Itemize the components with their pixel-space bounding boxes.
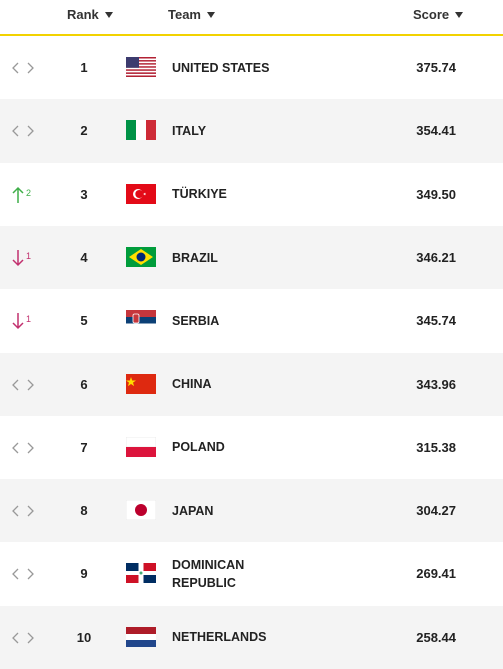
flag (126, 436, 156, 457)
score-header[interactable]: Score (413, 7, 464, 22)
sort-icon (104, 11, 113, 18)
rank-change: 1 (26, 250, 32, 261)
score: 258.44 (416, 629, 456, 645)
table-row: 8 JAPAN 304.27 (0, 479, 503, 543)
rank: 4 (80, 249, 88, 265)
score: 375.74 (416, 60, 456, 75)
movement-icon (12, 568, 34, 580)
movement-indicator (12, 58, 42, 78)
flag (126, 183, 156, 204)
score-header-label: Score (413, 7, 450, 22)
sort-icon (207, 11, 215, 18)
rank: 2 (80, 123, 88, 139)
table-row: 6 CHINA 343.96 (0, 352, 503, 416)
rank: 6 (80, 376, 88, 392)
score: 269.41 (416, 566, 456, 582)
team-name: DOMINICAN REPUBLIC (172, 558, 245, 591)
team-name: POLAND (172, 440, 225, 455)
table-row: 1 4 BRAZIL 346.21 (0, 225, 503, 290)
rank-header-label: Rank (67, 7, 99, 22)
movement-icon (12, 632, 34, 644)
team-name: BRAZIL (172, 250, 218, 265)
movement-icon (12, 379, 34, 390)
rank-header[interactable]: Rank (67, 7, 113, 22)
score: 343.96 (416, 376, 456, 392)
flag (126, 246, 156, 267)
movement-icon (12, 442, 34, 454)
team-name: NETHERLANDS (172, 630, 267, 645)
flag (126, 57, 156, 77)
movement-icon (12, 249, 24, 266)
team-name: ITALY (172, 123, 207, 138)
score: 304.27 (416, 503, 456, 519)
sort-icon (455, 11, 464, 18)
flag (126, 626, 156, 647)
movement-indicator (12, 375, 42, 395)
movement-icon (12, 186, 24, 203)
movement-indicator (12, 121, 42, 141)
team-name: TÜRKIYE (172, 187, 227, 202)
score: 346.21 (416, 249, 456, 265)
movement-icon (12, 62, 34, 74)
flag (126, 310, 156, 331)
score: 349.50 (416, 186, 456, 202)
movement-icon (12, 313, 24, 330)
flag (126, 120, 156, 141)
movement-indicator (12, 628, 42, 648)
rank-change: 1 (26, 314, 32, 325)
flag (126, 563, 156, 584)
rank-change: 2 (26, 187, 32, 198)
team-name: SERBIA (172, 313, 220, 328)
table-row: 1 5 SERBIA 345.74 (0, 289, 503, 352)
movement-indicator: 1 (12, 311, 42, 331)
table-row: 2 3 TÜRKIYE 349.50 (0, 163, 503, 226)
rank: 7 (80, 439, 88, 455)
rank: 3 (80, 186, 88, 202)
flag (126, 500, 156, 521)
movement-indicator (12, 564, 42, 584)
table-row: 9 DOMINICAN REPUBLIC 269.41 (0, 542, 503, 605)
table-row: 10 NETHERLANDS 258.44 (0, 605, 503, 669)
score: 315.38 (416, 439, 456, 455)
score: 354.41 (416, 123, 456, 139)
rank: 10 (76, 629, 92, 645)
movement-indicator (12, 501, 42, 521)
rank: 8 (80, 503, 88, 519)
movement-icon (12, 505, 34, 517)
movement-indicator: 1 (12, 248, 42, 268)
team-name: JAPAN (172, 503, 214, 518)
movement-indicator (12, 438, 42, 458)
rank: 1 (80, 60, 88, 75)
score: 345.74 (416, 313, 456, 329)
movement-indicator: 2 (12, 185, 42, 205)
table-header: Rank Team Score (0, 0, 503, 36)
team-name: UNITED STATES (172, 60, 270, 75)
team-header[interactable]: Team (168, 7, 215, 22)
rank: 9 (80, 566, 88, 582)
team-header-label: Team (168, 7, 201, 22)
movement-icon (12, 125, 34, 137)
team-name: CHINA (172, 377, 212, 392)
rank: 5 (80, 313, 88, 329)
table-row: 7 POLAND 315.38 (0, 416, 503, 479)
flag (126, 373, 156, 394)
table-row: 2 ITALY 354.41 (0, 99, 503, 163)
table-row: 1 UNITED STATES 375.74 (0, 36, 503, 99)
